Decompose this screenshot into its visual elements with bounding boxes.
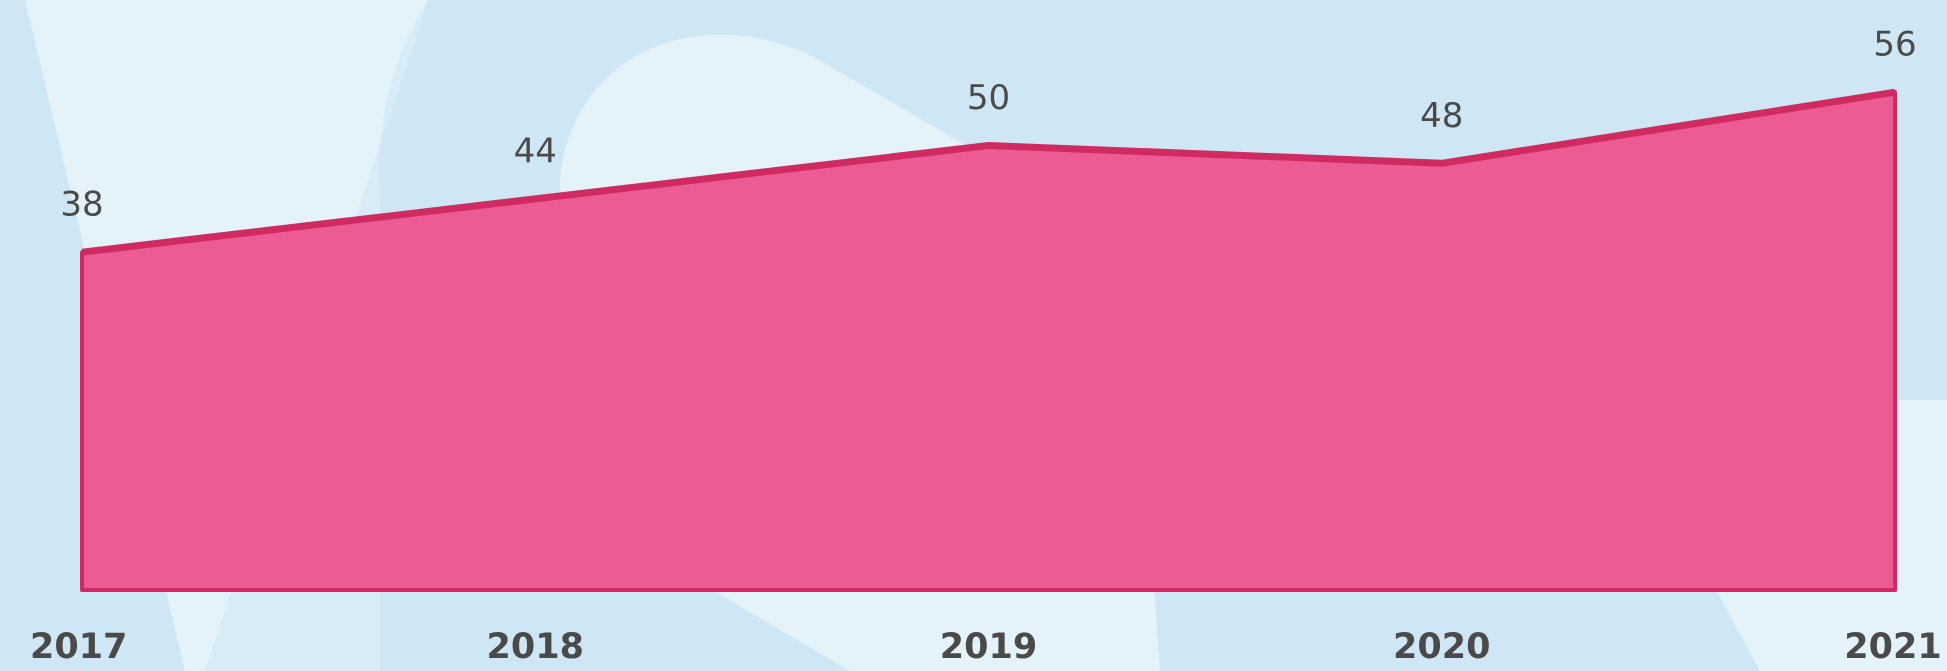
x-tick-label: 2020 <box>1393 627 1490 667</box>
data-label: 38 <box>60 185 103 225</box>
x-tick-label: 2018 <box>487 627 584 667</box>
area-line <box>81 88 1896 256</box>
x-tick-label: 2017 <box>30 627 127 667</box>
data-label: 56 <box>1873 25 1916 65</box>
x-tick-label: 2021 <box>1844 627 1941 667</box>
data-label: 50 <box>967 78 1010 118</box>
data-label: 48 <box>1420 96 1463 136</box>
plot-area: 38 2017 44 2018 50 2019 48 2020 56 2021 <box>30 25 1942 667</box>
x-tick-label: 2019 <box>940 627 1037 667</box>
data-label: 44 <box>514 131 557 171</box>
